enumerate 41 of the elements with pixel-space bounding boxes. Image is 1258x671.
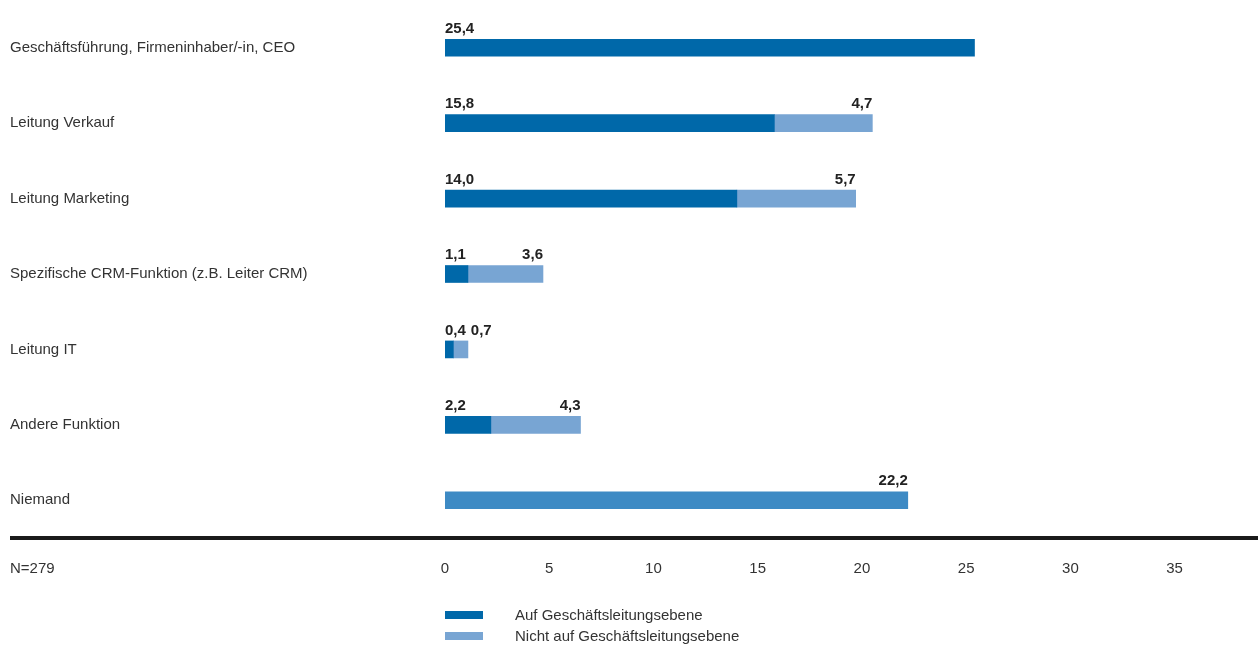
y-tick-label: Niemand xyxy=(10,490,71,508)
data-label: 4,7 xyxy=(851,94,873,112)
text: N=279 xyxy=(10,559,55,577)
data-label: 22,2 xyxy=(878,471,908,489)
bar xyxy=(445,340,454,359)
y-tick-label: Leitung IT xyxy=(10,339,77,357)
data-label: 5,7 xyxy=(834,169,856,187)
bar xyxy=(467,265,544,283)
bar xyxy=(490,416,581,434)
legend-label: Auf Geschäftsleitungsebene xyxy=(515,606,703,623)
bar xyxy=(445,114,775,132)
x-tick-label: 15 xyxy=(749,559,767,577)
x-tick-label: 10 xyxy=(645,559,662,577)
data-label: 0,7 xyxy=(470,320,492,338)
x-tick-label: 0 xyxy=(440,559,450,577)
y-tick-label: Geschäftsführung, Firmeninhaber/-in, CEO xyxy=(10,37,296,55)
bar xyxy=(774,114,873,132)
x-tick-label: 30 xyxy=(1062,559,1079,577)
data-label: 15,8 xyxy=(445,94,475,112)
data-label: 14,0 xyxy=(445,169,475,187)
bar xyxy=(736,189,856,208)
x-tick-label: 35 xyxy=(1166,559,1183,577)
y-tick-label: Spezifische CRM-Funktion (z.B. Leiter CRM) xyxy=(10,264,308,282)
x-tick-label: 5 xyxy=(545,559,554,577)
bar xyxy=(445,265,469,283)
data-label: 4,3 xyxy=(559,396,581,413)
data-label: 1,1 xyxy=(445,245,466,263)
data-label: 2,2 xyxy=(445,396,466,413)
bar xyxy=(445,491,909,510)
y-tick-label: Andere Funktion xyxy=(10,415,121,432)
y-tick-label: Leitung Verkauf xyxy=(10,113,116,131)
y-tick-label: Leitung Marketing xyxy=(10,188,130,206)
data-label: 25,4 xyxy=(445,18,475,36)
legend-label: Nicht auf Geschäftsleitungsebene xyxy=(515,627,740,644)
data-label: 0,4 xyxy=(445,320,467,338)
bar xyxy=(445,38,975,57)
bar xyxy=(445,416,492,434)
data-label: 3,6 xyxy=(522,245,543,263)
x-tick-label: 20 xyxy=(853,559,871,577)
bar xyxy=(445,189,738,208)
x-tick-label: 25 xyxy=(957,559,975,577)
